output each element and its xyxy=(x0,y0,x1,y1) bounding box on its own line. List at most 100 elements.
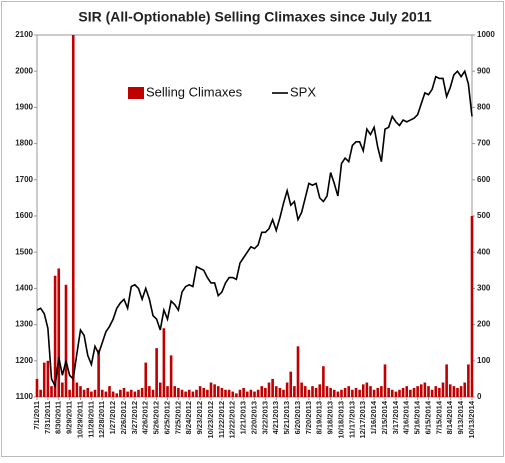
bar xyxy=(361,384,365,397)
bar xyxy=(245,391,249,397)
bar xyxy=(383,364,387,397)
bar xyxy=(126,391,129,397)
x-tick-label: 3/17/2014 xyxy=(391,400,400,434)
x-tick-label: 11/22/2012 xyxy=(217,401,226,438)
y-tick-label: 1200 xyxy=(15,356,33,365)
bar xyxy=(376,387,380,397)
bar xyxy=(427,386,430,397)
y2-tick-label: 700 xyxy=(477,139,491,148)
bar xyxy=(206,389,209,397)
bar xyxy=(318,384,322,397)
bar xyxy=(50,386,53,397)
bar xyxy=(390,389,394,397)
x-tick-label: 4/26/2012 xyxy=(141,401,150,434)
y2-tick-label: 100 xyxy=(477,356,491,365)
bar xyxy=(456,387,459,397)
bar xyxy=(401,387,405,397)
bar xyxy=(387,387,390,397)
bar xyxy=(448,384,452,397)
y-tick-label: 1300 xyxy=(15,320,33,329)
bar xyxy=(68,389,71,397)
y2-tick-label: 600 xyxy=(477,175,491,184)
x-tick-label: 6/15/2014 xyxy=(423,400,432,434)
x-tick-label: 9/23/2012 xyxy=(195,401,204,434)
x-tick-label: 3/22/2013 xyxy=(260,401,269,434)
x-tick-label: 11/17/2013 xyxy=(347,401,356,438)
x-tick-label: 12/22/2012 xyxy=(228,401,237,439)
x-tick-label: 9/29/2011 xyxy=(65,401,74,434)
y-tick-label: 1800 xyxy=(15,139,33,148)
bar xyxy=(115,393,119,397)
bar xyxy=(300,382,303,397)
bar xyxy=(90,391,93,397)
bar xyxy=(140,387,144,397)
bar xyxy=(137,389,140,397)
bar xyxy=(459,386,463,397)
bar xyxy=(173,386,177,397)
x-tick-label: 12/17/2013 xyxy=(358,401,367,439)
bar xyxy=(409,389,412,397)
y2-tick-label: 1000 xyxy=(477,30,495,39)
bar xyxy=(430,389,434,397)
x-tick-label: 1/27/2012 xyxy=(108,401,117,434)
bar xyxy=(86,387,90,397)
x-tick-label: 10/23/2012 xyxy=(206,401,215,439)
bar xyxy=(64,284,68,397)
bar xyxy=(307,389,311,397)
bar xyxy=(332,389,336,397)
bar xyxy=(213,384,216,397)
bar xyxy=(162,328,166,397)
bar xyxy=(423,382,427,397)
bar xyxy=(365,382,369,397)
bar xyxy=(242,387,245,397)
bar xyxy=(289,371,293,397)
bar xyxy=(75,382,79,397)
x-tick-label: 7/25/2012 xyxy=(173,401,182,434)
bar xyxy=(148,386,151,397)
x-tick-label: 8/19/2013 xyxy=(315,401,324,434)
bar xyxy=(235,393,238,397)
y2-tick-label: 200 xyxy=(477,320,491,329)
bar xyxy=(57,268,61,397)
x-tick-label: 11/28/2011 xyxy=(86,401,95,438)
bar xyxy=(260,386,264,397)
y2-tick-label: 500 xyxy=(477,211,491,220)
bar xyxy=(249,389,253,397)
x-tick-label: 2/15/2014 xyxy=(380,400,389,434)
y2-tick-label: 300 xyxy=(477,284,491,293)
bar xyxy=(166,386,169,397)
x-tick-label: 4/21/2013 xyxy=(271,401,280,434)
x-tick-label: 7/15/2014 xyxy=(434,400,443,434)
y-tick-label: 1100 xyxy=(16,392,34,401)
y2-tick-label: 400 xyxy=(477,247,491,256)
bar xyxy=(220,387,224,397)
bar xyxy=(231,391,235,397)
x-tick-label: 6/25/2012 xyxy=(162,401,171,434)
bar xyxy=(46,360,50,397)
bar xyxy=(467,364,470,397)
bar xyxy=(340,389,343,397)
y-tick-label: 1600 xyxy=(15,211,33,220)
plot-area xyxy=(36,34,473,398)
bar xyxy=(445,364,448,397)
bar xyxy=(119,389,122,397)
bar xyxy=(271,378,274,397)
bar xyxy=(470,216,474,397)
bar xyxy=(184,391,187,397)
x-tick-label: 7/20/2013 xyxy=(304,401,313,434)
x-tick-label: 10/29/2011 xyxy=(75,401,84,438)
x-tick-label: 10/13/2014 xyxy=(467,400,476,438)
bar xyxy=(322,366,325,397)
bar xyxy=(380,386,383,397)
chart-title: SIR (All-Optionable) Selling Climaxes si… xyxy=(78,9,431,25)
y-tick-label: 2000 xyxy=(15,66,33,75)
bar xyxy=(155,348,158,397)
bar xyxy=(412,387,416,397)
x-tick-label: 5/16/2014 xyxy=(413,400,422,434)
bar xyxy=(285,382,289,397)
x-tick-label: 9/18/2013 xyxy=(326,401,335,434)
y2-tick-label: 0 xyxy=(477,392,482,401)
bar xyxy=(238,389,242,397)
y2-tick-label: 800 xyxy=(477,103,491,112)
x-tick-label: 8/24/2012 xyxy=(184,401,193,434)
